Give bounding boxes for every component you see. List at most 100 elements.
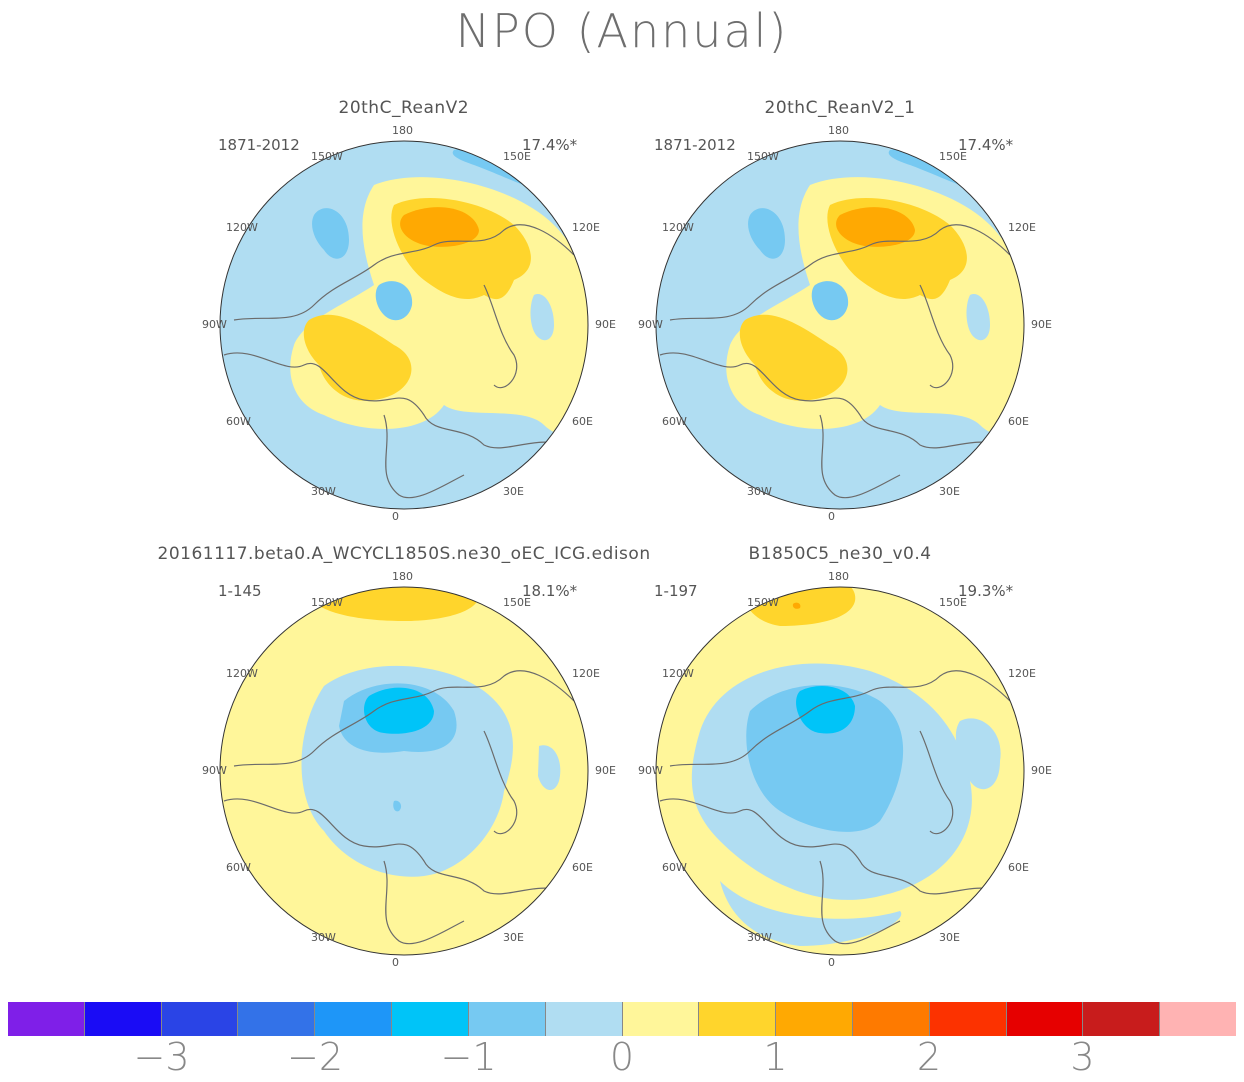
negative-contour-siberia bbox=[955, 718, 1001, 790]
polar-map bbox=[655, 140, 1025, 510]
coastline bbox=[669, 224, 1011, 321]
negative-contour-high bbox=[364, 687, 434, 734]
colorbar-swatch bbox=[1006, 1002, 1084, 1036]
negative-contour-siberia bbox=[538, 745, 561, 791]
panel-title: 20thC_ReanV2 bbox=[338, 98, 470, 118]
negative-contour-siberia bbox=[530, 294, 554, 341]
panel-title: B1850C5_ne30_v0.4 bbox=[748, 544, 932, 564]
longitude-label: 60E bbox=[572, 861, 593, 874]
positive-contour-core bbox=[792, 602, 801, 609]
panel-variance: 17.4%* bbox=[522, 136, 578, 154]
colorbar-swatch bbox=[392, 1002, 469, 1036]
longitude-label: 30E bbox=[939, 485, 960, 498]
longitude-label: 0 bbox=[828, 510, 835, 523]
positive-contour-pacific bbox=[743, 587, 856, 626]
longitude-label: 30W bbox=[747, 931, 772, 944]
negative-contour-high bbox=[796, 686, 855, 734]
longitude-label: 30E bbox=[503, 485, 524, 498]
colorbar-label: −3 bbox=[133, 1035, 190, 1079]
longitude-label: 120E bbox=[1008, 221, 1036, 234]
longitude-label: 180 bbox=[828, 124, 849, 137]
panel-period: 1-197 bbox=[654, 582, 698, 600]
colorbar-label: 2 bbox=[916, 1035, 942, 1079]
longitude-label: 150E bbox=[503, 150, 531, 163]
negative-contour-siberia bbox=[966, 294, 990, 341]
panel-title: 20161117.beta0.A_WCYCL1850S.ne30_oEC_ICG… bbox=[157, 544, 651, 564]
longitude-label: 0 bbox=[392, 510, 399, 523]
longitude-label: 90W bbox=[202, 318, 227, 331]
longitude-label: 30E bbox=[939, 931, 960, 944]
longitude-label: 60W bbox=[226, 415, 251, 428]
panel-variance: 18.1%* bbox=[522, 582, 578, 600]
coastline bbox=[383, 860, 465, 945]
longitude-label: 120E bbox=[572, 667, 600, 680]
longitude-label: 0 bbox=[828, 956, 835, 969]
colorbar bbox=[8, 1002, 1236, 1036]
longitude-label: 90W bbox=[638, 764, 663, 777]
colorbar-swatch bbox=[315, 1002, 393, 1036]
positive-contour-canada bbox=[739, 314, 848, 401]
longitude-label: 60E bbox=[1008, 861, 1029, 874]
coastline bbox=[919, 284, 954, 389]
coastline bbox=[659, 798, 1001, 895]
longitude-label: 60W bbox=[662, 861, 687, 874]
longitude-label: 120E bbox=[1008, 667, 1036, 680]
longitude-label: 150W bbox=[747, 596, 779, 609]
colorbar-swatch bbox=[161, 1002, 239, 1036]
negative-contour-pacific bbox=[748, 208, 785, 259]
longitude-label: 30W bbox=[311, 485, 336, 498]
longitude-label: 30W bbox=[747, 485, 772, 498]
longitude-label: 120W bbox=[662, 221, 694, 234]
colorbar-swatch bbox=[8, 1002, 85, 1036]
colorbar-swatch bbox=[545, 1002, 623, 1036]
longitude-label: 150E bbox=[939, 596, 967, 609]
longitude-label: 90W bbox=[202, 764, 227, 777]
longitude-label: 30E bbox=[503, 931, 524, 944]
longitude-label: 0 bbox=[392, 956, 399, 969]
longitude-label: 180 bbox=[392, 124, 413, 137]
coastline bbox=[919, 730, 954, 835]
colorbar-label: −1 bbox=[440, 1035, 497, 1079]
panel-period: 1871-2012 bbox=[654, 136, 736, 154]
panel-period: 1-145 bbox=[218, 582, 262, 600]
colorbar-swatch bbox=[699, 1002, 777, 1036]
longitude-label: 60E bbox=[572, 415, 593, 428]
longitude-label: 90E bbox=[595, 764, 616, 777]
longitude-label: 120E bbox=[572, 221, 600, 234]
longitude-label: 90E bbox=[595, 318, 616, 331]
coastline bbox=[223, 798, 565, 895]
longitude-label: 60W bbox=[662, 415, 687, 428]
colorbar-swatch bbox=[776, 1002, 853, 1036]
negative-dot bbox=[393, 800, 402, 812]
colorbar-label: 1 bbox=[763, 1035, 788, 1079]
figure-title: NPO (Annual) bbox=[455, 4, 789, 58]
colorbar-label: 3 bbox=[1070, 1035, 1095, 1079]
longitude-label: 60E bbox=[1008, 415, 1029, 428]
negative-contour-pacific bbox=[312, 208, 349, 259]
polar-map bbox=[655, 586, 1025, 956]
colorbar-swatch bbox=[238, 1002, 316, 1036]
longitude-label: 150E bbox=[939, 150, 967, 163]
colorbar-swatch bbox=[84, 1002, 162, 1036]
colorbar-label: 0 bbox=[609, 1035, 635, 1079]
coastline bbox=[223, 352, 565, 449]
colorbar-swatch bbox=[1083, 1002, 1161, 1036]
positive-contour-canada bbox=[303, 314, 412, 401]
longitude-label: 150W bbox=[747, 150, 779, 163]
panel-period: 1871-2012 bbox=[218, 136, 300, 154]
panel-title: 20thC_ReanV2_1 bbox=[764, 98, 916, 118]
negative-contour-arctic bbox=[375, 281, 413, 321]
coastline bbox=[483, 284, 518, 389]
negative-contour-arctic bbox=[811, 281, 849, 321]
longitude-label: 150W bbox=[311, 150, 343, 163]
panel-variance: 17.4%* bbox=[958, 136, 1014, 154]
longitude-label: 120W bbox=[226, 221, 258, 234]
colorbar-swatch bbox=[1160, 1002, 1236, 1036]
longitude-label: 180 bbox=[828, 570, 849, 583]
longitude-label: 60W bbox=[226, 861, 251, 874]
coastline bbox=[383, 414, 465, 499]
longitude-label: 90E bbox=[1031, 318, 1052, 331]
longitude-label: 150W bbox=[311, 596, 343, 609]
panel-variance: 19.3%* bbox=[958, 582, 1014, 600]
negative-contour-mid bbox=[746, 684, 904, 832]
